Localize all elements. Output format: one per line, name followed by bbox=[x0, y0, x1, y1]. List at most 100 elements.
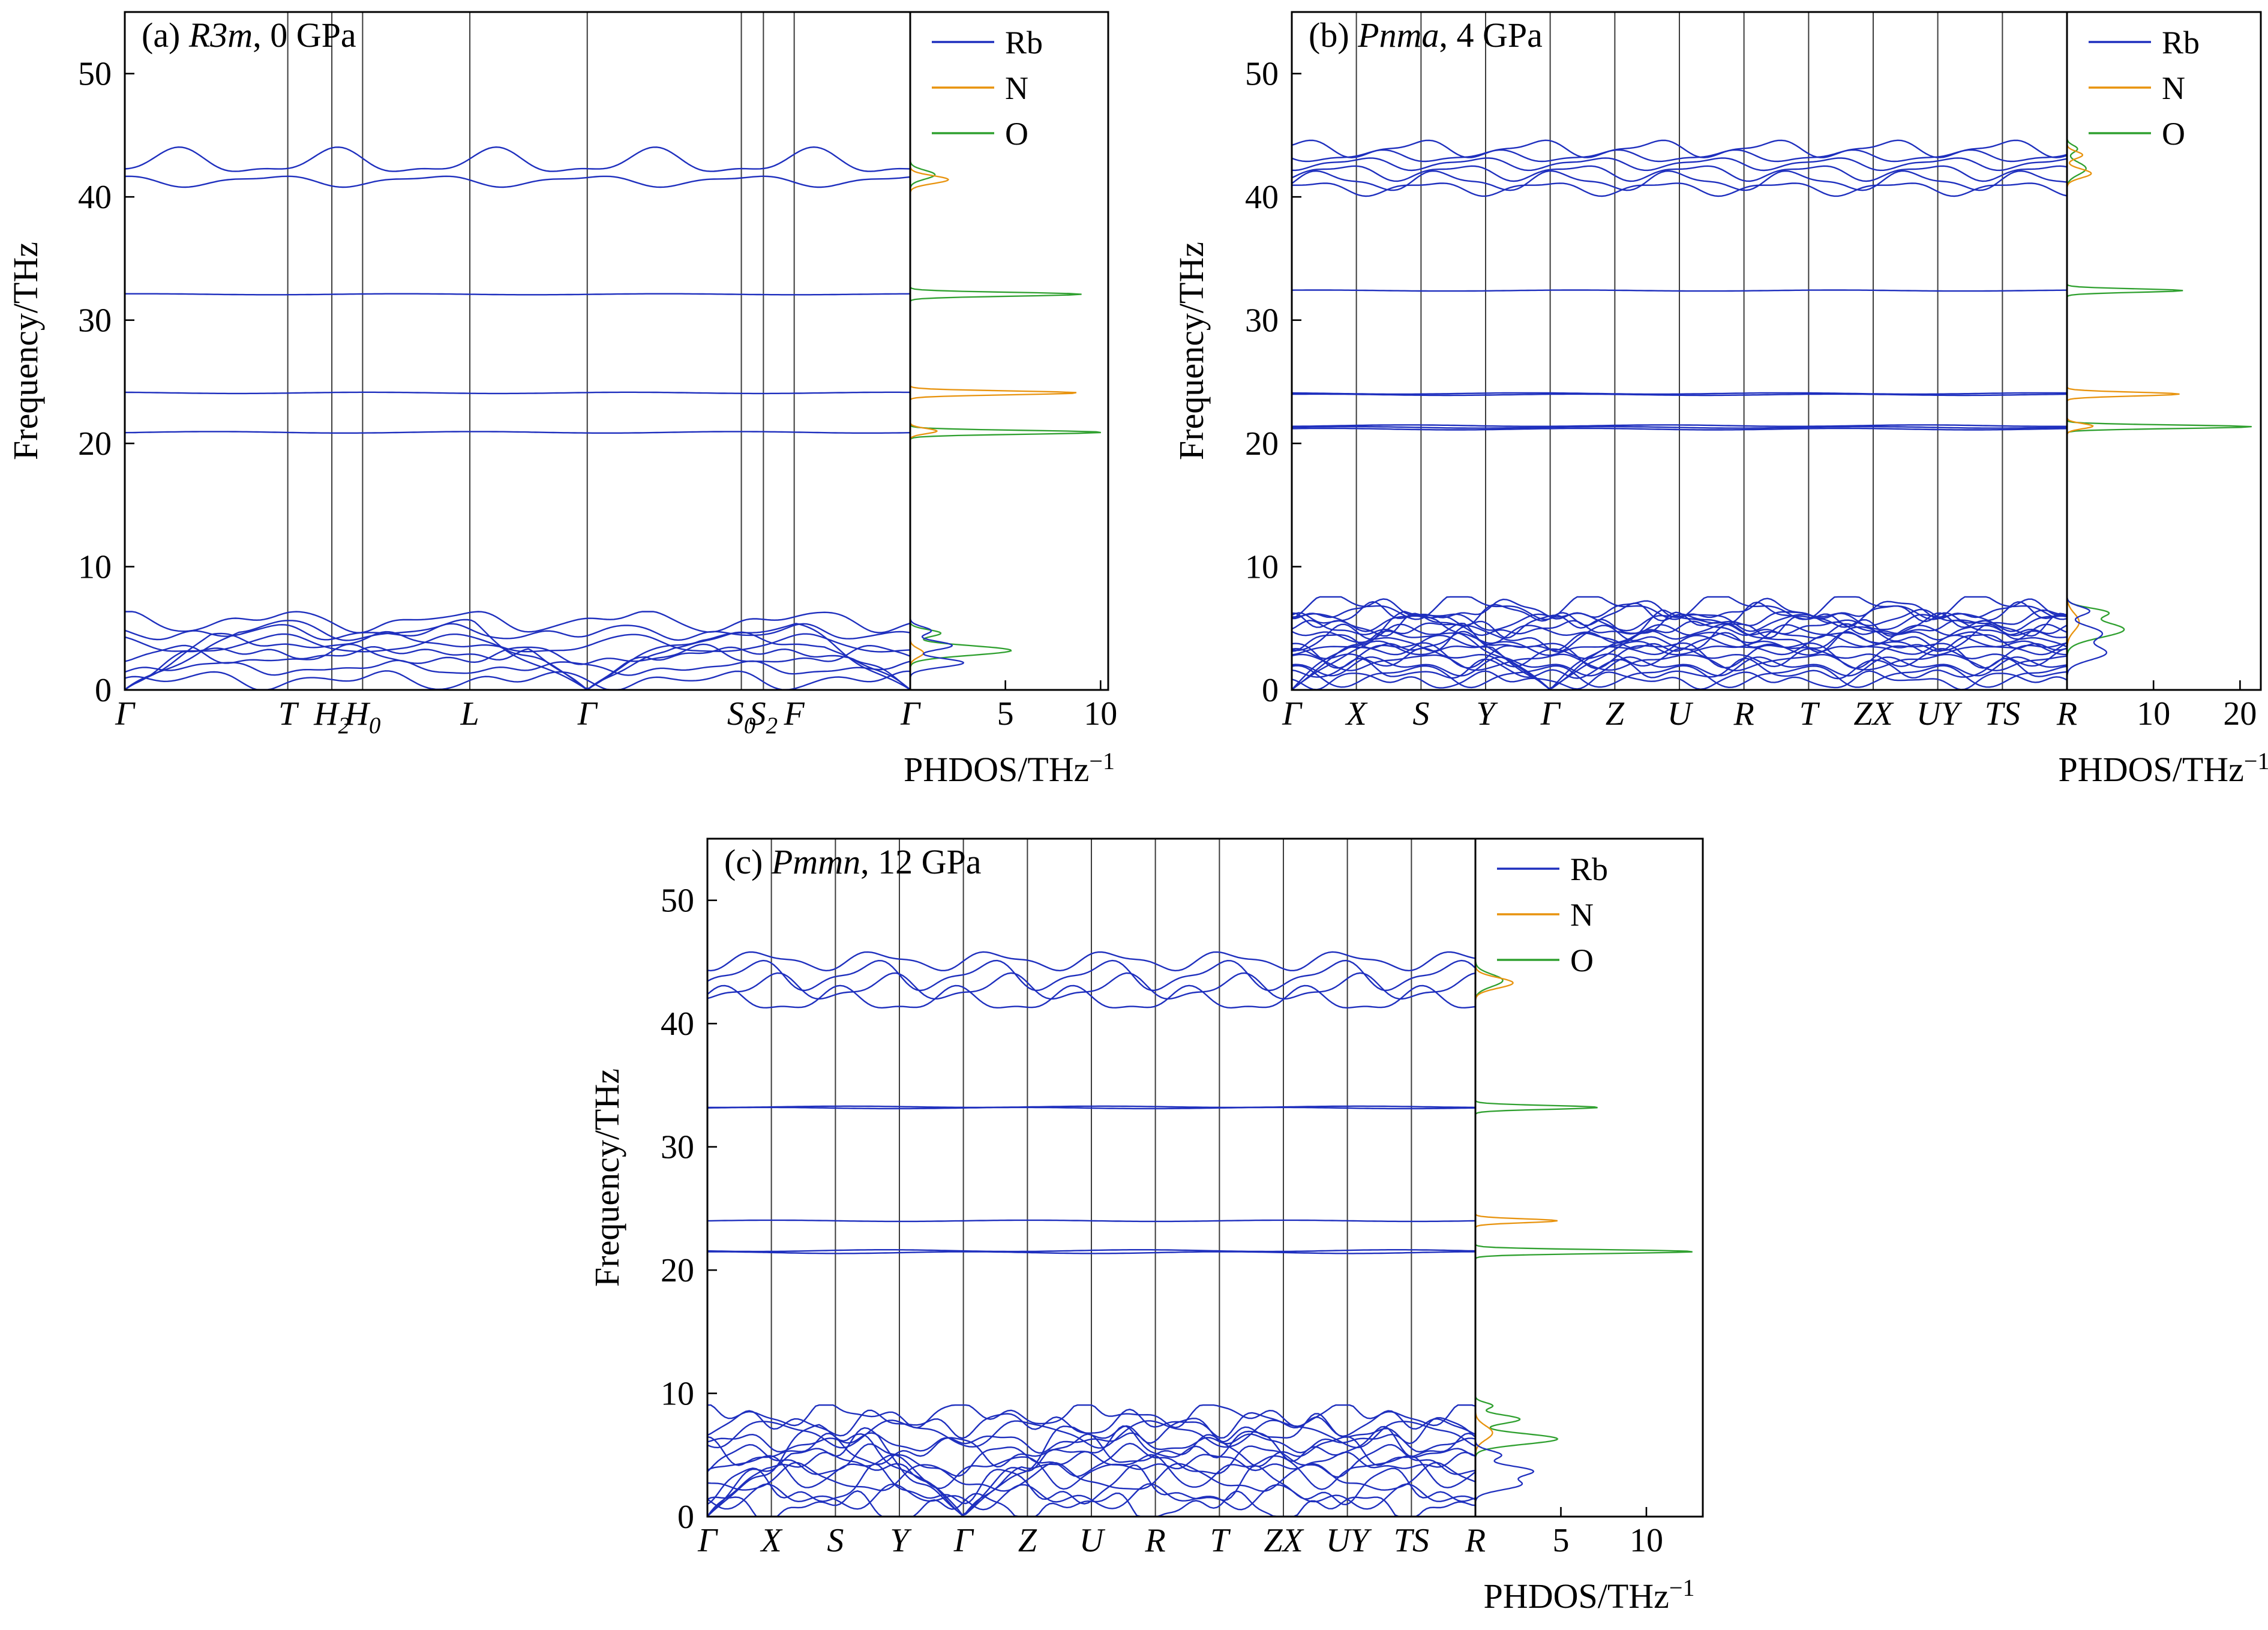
phonon-band bbox=[707, 1442, 1475, 1478]
kpoint-label: H2 bbox=[313, 695, 350, 739]
kpoint-label: Z bbox=[1606, 695, 1625, 733]
y-tick-label: 20 bbox=[1245, 425, 1279, 463]
phonon-band bbox=[1292, 623, 2067, 644]
y-tick-label: 40 bbox=[1245, 179, 1279, 216]
phonon-band bbox=[707, 1425, 1475, 1517]
kpoint-label: Γ bbox=[115, 695, 136, 733]
kpoint-label: X bbox=[1345, 695, 1369, 733]
y-tick-label: 50 bbox=[661, 882, 694, 920]
kpoint-label: Γ bbox=[1282, 695, 1303, 733]
band-axes-box bbox=[124, 11, 911, 691]
phonon-band bbox=[125, 146, 910, 172]
kpoint-label: ZX bbox=[1853, 695, 1894, 733]
kpoint-label: X bbox=[760, 1522, 784, 1559]
phonon-chart-svg-c: 0 10 20 30 40 50 Frequency/THz Γ X S Y Γ Z U R T ZX UY TS R… bbox=[587, 837, 1704, 1616]
legend: Rb NO bbox=[1497, 851, 1608, 978]
panel-a-phonon-chart: 0 10 20 30 40 50 Frequency/THz Γ T H2 H0 L Γ S0 S2 F Γ 5 1… bbox=[0, 0, 1134, 840]
phonon-band bbox=[707, 1432, 1475, 1454]
tick-marks bbox=[1292, 73, 2241, 691]
legend-label-Rb: Rb bbox=[1005, 25, 1043, 61]
phdos-curve-Rb bbox=[2067, 12, 2108, 690]
dos-axes-box bbox=[1474, 837, 1704, 1518]
phonon-band bbox=[1292, 170, 2067, 191]
k-gridlines bbox=[287, 12, 795, 690]
phonon-band bbox=[1292, 656, 2067, 677]
y-tick-label: 10 bbox=[78, 549, 112, 586]
y-tick-label: 20 bbox=[661, 1252, 694, 1289]
kpoint-label: S bbox=[1412, 695, 1429, 733]
kpoint-label: Γ bbox=[577, 695, 598, 733]
legend-label-Rb: Rb bbox=[2162, 25, 2200, 61]
phdos-curve-Rb bbox=[910, 12, 965, 690]
kpoint-label: S2 bbox=[749, 695, 778, 739]
dos-tick-label: 20 bbox=[2223, 695, 2257, 733]
phonon-chart-svg-b: 0 10 20 30 40 50 Frequency/THz Γ X S Y Γ Z U R T ZX UY TS R… bbox=[1172, 11, 2268, 789]
dos-tick-label: 10 bbox=[1084, 695, 1117, 733]
phonon-band bbox=[1292, 139, 2067, 158]
kpoint-label: U bbox=[1667, 695, 1694, 733]
dos-axes-box bbox=[2066, 11, 2262, 691]
y-tick-label: 0 bbox=[1262, 672, 1279, 709]
y-tick-label: 40 bbox=[78, 179, 112, 216]
kpoint-label: S0 bbox=[727, 695, 756, 739]
kpoint-label: U bbox=[1079, 1522, 1106, 1559]
phonon-band bbox=[125, 431, 910, 434]
panel-b-phonon-chart: 0 10 20 30 40 50 Frequency/THz Γ X S Y Γ Z U R T ZX UY TS R… bbox=[1166, 0, 2268, 840]
kpoint-label: TS bbox=[1394, 1522, 1429, 1559]
panel-title: (b) Pnma, 4 GPa bbox=[1309, 16, 1543, 55]
kpoint-label: H0 bbox=[344, 695, 380, 739]
dos-axis-title: PHDOS/THz−1 bbox=[904, 748, 1115, 789]
kpoint-label: Y bbox=[890, 1522, 912, 1559]
kpoint-label: S bbox=[827, 1522, 844, 1559]
legend: Rb NO bbox=[2089, 25, 2200, 152]
phonon-band bbox=[1292, 670, 2067, 690]
kpoint-label: R bbox=[1465, 1522, 1486, 1559]
kpoint-label: T bbox=[1799, 695, 1820, 733]
phonon-band bbox=[125, 643, 910, 665]
panel-title: (c) Pmmn, 12 GPa bbox=[724, 842, 981, 881]
phonon-bands bbox=[125, 146, 910, 690]
legend-label-Rb: Rb bbox=[1570, 851, 1608, 887]
phonon-band bbox=[1292, 182, 2067, 197]
phonon-band bbox=[707, 951, 1475, 972]
y-tick-label: 50 bbox=[78, 56, 112, 93]
y-tick-label: 50 bbox=[1245, 56, 1279, 93]
y-tick-label: 0 bbox=[677, 1499, 694, 1536]
legend-label-N: N bbox=[2162, 70, 2185, 106]
phonon-band bbox=[1292, 289, 2067, 292]
k-gridlines bbox=[1355, 12, 2003, 690]
phonon-band bbox=[1292, 653, 2067, 672]
kpoint-label: R bbox=[1733, 695, 1754, 733]
kpoint-label: Γ bbox=[1540, 695, 1561, 733]
phonon-band bbox=[707, 1249, 1475, 1253]
phonon-band bbox=[125, 659, 910, 676]
phonon-band bbox=[125, 631, 910, 690]
tick-marks bbox=[707, 899, 1648, 1518]
y-axis-title: Frequency/THz bbox=[587, 1068, 626, 1287]
y-tick-label: 30 bbox=[661, 1129, 694, 1166]
y-tick-label: 0 bbox=[95, 672, 112, 709]
phonon-band bbox=[1292, 157, 2067, 172]
phonon-band bbox=[1292, 642, 2067, 670]
y-tick-label: 30 bbox=[78, 302, 112, 340]
y-tick-label: 30 bbox=[1245, 302, 1279, 340]
dos-axis-title: PHDOS/THz−1 bbox=[1484, 1574, 1695, 1616]
phonon-band bbox=[1292, 658, 2067, 680]
dos-tick-label: 5 bbox=[1552, 1522, 1569, 1559]
phonon-bands bbox=[707, 951, 1475, 1517]
phonon-band bbox=[707, 1432, 1475, 1468]
phonon-band bbox=[707, 959, 1475, 992]
y-tick-label: 10 bbox=[661, 1376, 694, 1413]
phonon-band bbox=[1292, 427, 2067, 431]
dos-axis-title: PHDOS/THz−1 bbox=[2059, 748, 2268, 789]
y-axis-title: Frequency/THz bbox=[1172, 242, 1211, 460]
phonon-band bbox=[707, 1461, 1475, 1492]
phonon-band bbox=[1292, 623, 2067, 653]
phdos-curve-N bbox=[910, 12, 1077, 690]
phonon-band bbox=[707, 1454, 1475, 1490]
phonon-band bbox=[125, 611, 910, 634]
phdos-curves bbox=[910, 12, 1101, 690]
phonon-band bbox=[1292, 631, 2067, 652]
phdos-curve-N bbox=[2067, 12, 2180, 690]
kpoint-label: TS bbox=[1985, 695, 2020, 733]
